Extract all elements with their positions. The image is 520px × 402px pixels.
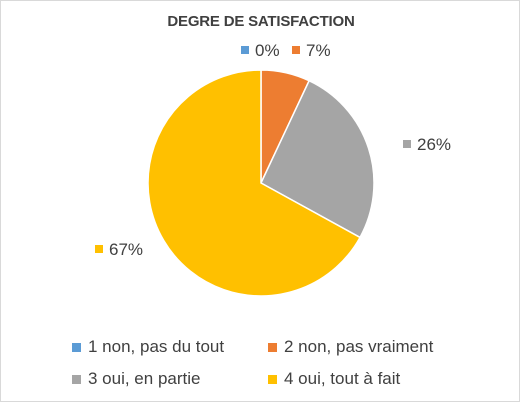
data-label-swatch-4 xyxy=(95,245,103,253)
legend-item-2: 2 non, pas vraiment xyxy=(268,337,433,357)
data-label-3: 26% xyxy=(417,135,451,154)
data-label-swatch-2 xyxy=(292,46,300,54)
legend-item-4: 4 oui, tout à fait xyxy=(268,369,400,389)
legend-item-1: 1 non, pas du tout xyxy=(72,337,224,357)
chart-title: DEGRE DE SATISFACTION xyxy=(167,13,355,30)
data-label-2: 7% xyxy=(306,41,331,60)
data-label-swatch-3 xyxy=(403,140,411,148)
legend-swatch-3 xyxy=(72,374,81,384)
legend-swatch-2 xyxy=(268,342,277,352)
legend-label-4: 4 oui, tout à fait xyxy=(284,369,401,388)
pie-slice-4 xyxy=(147,69,362,297)
legend-label-3: 3 oui, en partie xyxy=(88,369,201,388)
legend-label-2: 2 non, pas vraiment xyxy=(284,337,434,356)
legend-swatch-1 xyxy=(72,342,81,352)
legend-item-3: 3 oui, en partie xyxy=(72,369,200,389)
legend-label-1: 1 non, pas du tout xyxy=(88,337,225,356)
data-label-swatch-1 xyxy=(241,46,249,54)
legend-swatch-4 xyxy=(268,374,277,384)
data-label-1: 0% xyxy=(255,41,280,60)
data-label-4: 67% xyxy=(109,240,143,259)
